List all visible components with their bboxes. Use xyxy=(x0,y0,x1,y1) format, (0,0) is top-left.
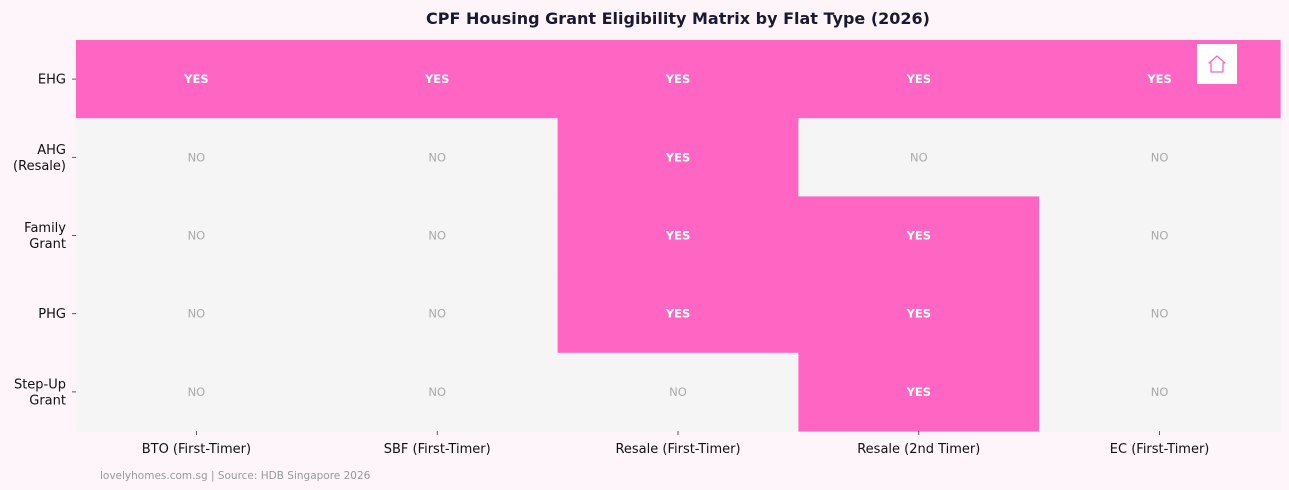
heatmap-cell xyxy=(1039,40,1281,119)
cell-label: YES xyxy=(665,229,690,243)
cell-label: NO xyxy=(428,385,446,399)
cell-label: NO xyxy=(428,150,446,164)
heatmap-cell xyxy=(316,118,559,197)
heatmap-cell xyxy=(557,118,799,197)
x-tick-label: BTO (First-Timer) xyxy=(142,442,251,457)
cell-label: YES xyxy=(906,385,931,399)
x-tick-label: Resale (2nd Timer) xyxy=(857,442,980,457)
heatmap-cell xyxy=(1039,274,1281,354)
y-tick-label: EHG xyxy=(38,73,66,88)
heatmap-cell xyxy=(557,352,799,432)
house-icon xyxy=(1208,55,1226,73)
heatmap-cell xyxy=(557,196,799,276)
cell-label: YES xyxy=(665,150,690,164)
cell-label: YES xyxy=(424,72,449,86)
x-tick-label: EC (First-Timer) xyxy=(1110,442,1210,457)
y-tick-label: Family Grant xyxy=(24,221,66,252)
logo xyxy=(1197,44,1237,84)
cell-label: NO xyxy=(910,150,928,164)
x-tick-label: SBF (First-Timer) xyxy=(384,442,491,457)
y-tick-label: PHG xyxy=(38,307,66,322)
cell-label: YES xyxy=(665,307,690,321)
cell-label: NO xyxy=(1151,307,1169,321)
cell-label: NO xyxy=(428,307,446,321)
cell-label: NO xyxy=(1151,229,1169,243)
cell-label: YES xyxy=(183,72,208,86)
heatmap-cell xyxy=(76,352,318,432)
heatmap-cell xyxy=(76,118,318,197)
source-note: lovelyhomes.com.sg | Source: HDB Singapo… xyxy=(100,470,371,482)
y-tick-label: Step-Up Grant xyxy=(14,377,66,408)
heatmap-cell xyxy=(316,274,559,354)
heatmap-cell xyxy=(798,40,1040,119)
cell-label: YES xyxy=(906,72,931,86)
cell-label: YES xyxy=(665,72,690,86)
y-axis-labels: EHG AHG (Resale) Family Grant PHG Step-Up Grant xyxy=(13,73,76,408)
heatmap-cell xyxy=(1039,118,1281,197)
cell-label: NO xyxy=(1151,385,1169,399)
heatmap-cell xyxy=(557,274,799,354)
heatmap-cells: YES YES YES YES YES NO NO YES NO NO NO NO YES YES NO NO… xyxy=(76,40,1281,432)
cell-label: YES xyxy=(906,307,931,321)
heatmap-cell xyxy=(316,352,559,432)
x-axis-labels: BTO (First-Timer) SBF (First-Timer) Resale… xyxy=(142,431,1210,457)
heatmap-cell xyxy=(557,40,799,119)
cell-label: NO xyxy=(188,229,206,243)
heatmap-cell xyxy=(798,118,1040,197)
heatmap-cell xyxy=(1039,196,1281,276)
x-tick-label: Resale (First-Timer) xyxy=(615,442,740,457)
cell-label: YES xyxy=(906,229,931,243)
heatmap-cell xyxy=(76,196,318,276)
heatmap-cell xyxy=(798,352,1040,432)
y-tick-label: AHG (Resale) xyxy=(13,143,66,174)
heatmap-cell xyxy=(316,40,559,119)
cell-label: NO xyxy=(1151,150,1169,164)
chart-title: CPF Housing Grant Eligibility Matrix by … xyxy=(426,9,930,28)
cell-label: NO xyxy=(188,385,206,399)
cell-label: NO xyxy=(188,150,206,164)
cell-label: NO xyxy=(669,385,687,399)
heatmap-cell xyxy=(798,274,1040,354)
cell-label: NO xyxy=(188,307,206,321)
heatmap-cell xyxy=(798,196,1040,276)
heatmap-cell xyxy=(316,196,559,276)
heatmap-cell xyxy=(76,274,318,354)
heatmap-cell xyxy=(76,40,318,119)
heatmap-cell xyxy=(1039,352,1281,432)
cell-label: NO xyxy=(428,229,446,243)
cell-label: YES xyxy=(1146,72,1171,86)
